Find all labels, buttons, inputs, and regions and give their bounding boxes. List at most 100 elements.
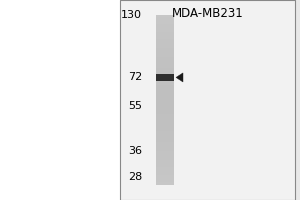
Bar [156, 135, 174, 136]
Bar [156, 80, 174, 82]
Bar [156, 131, 174, 133]
Bar [156, 106, 174, 108]
Bar [156, 169, 174, 170]
Bar [156, 19, 174, 21]
Bar [156, 20, 174, 22]
Bar [156, 69, 174, 71]
Bar [156, 128, 174, 129]
Bar [156, 82, 174, 84]
Bar [156, 94, 174, 95]
Bar [156, 178, 174, 179]
Bar [156, 180, 174, 182]
Bar [156, 43, 174, 44]
Bar [156, 84, 174, 85]
Bar [156, 164, 174, 166]
Bar [156, 183, 174, 185]
Bar [156, 60, 174, 61]
Bar [156, 138, 174, 140]
Bar [156, 165, 174, 167]
Bar [156, 25, 174, 26]
Bar [156, 150, 174, 152]
Bar [156, 53, 174, 55]
Bar [156, 56, 174, 58]
Bar [156, 179, 174, 180]
Bar [156, 92, 174, 93]
Bar [156, 105, 174, 107]
Bar [156, 161, 174, 162]
Bar [156, 55, 174, 57]
Bar [156, 113, 174, 115]
Bar [156, 153, 174, 154]
Bar [156, 122, 174, 124]
Bar [156, 37, 174, 39]
Bar [156, 90, 174, 92]
Bar [156, 181, 174, 183]
Bar [156, 95, 174, 97]
Bar [156, 170, 174, 171]
Bar [120, 0, 295, 200]
Bar [156, 96, 174, 98]
Bar [156, 34, 174, 35]
Bar [156, 97, 174, 99]
Bar [156, 47, 174, 49]
Bar [156, 38, 174, 40]
Bar [156, 59, 174, 60]
Bar [156, 44, 174, 46]
Bar [156, 155, 174, 157]
Bar [156, 168, 174, 169]
Bar [156, 16, 174, 17]
Bar [156, 126, 174, 127]
Bar [156, 157, 174, 159]
Text: MDA-MB231: MDA-MB231 [172, 7, 243, 20]
Bar [156, 50, 174, 51]
Bar [156, 127, 174, 128]
Bar [156, 120, 174, 122]
Bar [156, 74, 174, 81]
Bar [156, 85, 174, 86]
Bar [156, 89, 174, 91]
Bar [156, 116, 174, 118]
Bar [156, 68, 174, 69]
Bar [156, 148, 174, 150]
Bar [156, 146, 174, 148]
Bar [156, 145, 174, 146]
Bar [156, 119, 174, 120]
Bar [156, 18, 174, 20]
Bar [156, 115, 174, 117]
Bar [156, 104, 174, 106]
Bar [156, 75, 174, 76]
Bar [156, 54, 174, 56]
Bar [156, 172, 174, 174]
Text: 72: 72 [128, 72, 142, 82]
Bar [156, 73, 174, 75]
Bar [156, 46, 174, 48]
Bar [156, 182, 174, 184]
Bar [156, 134, 174, 135]
Bar [156, 28, 174, 30]
Bar [156, 137, 174, 139]
Bar [156, 63, 174, 65]
Bar [156, 15, 174, 16]
Bar [156, 139, 174, 141]
Bar [156, 36, 174, 38]
Bar [156, 48, 174, 50]
Bar [156, 129, 174, 131]
Text: 55: 55 [128, 101, 142, 111]
Bar [156, 93, 174, 94]
Bar [156, 136, 174, 137]
Bar [156, 173, 174, 175]
Bar [156, 21, 174, 23]
Bar [156, 22, 174, 24]
Bar [120, 0, 295, 200]
Bar [156, 17, 174, 18]
Bar [156, 77, 174, 78]
Bar [156, 114, 174, 116]
Bar [156, 88, 174, 90]
Bar [156, 123, 174, 125]
Bar [156, 109, 174, 110]
Bar [156, 174, 174, 176]
Bar [156, 171, 174, 173]
Bar [156, 154, 174, 156]
Bar [156, 76, 174, 77]
Text: 130: 130 [121, 10, 142, 20]
